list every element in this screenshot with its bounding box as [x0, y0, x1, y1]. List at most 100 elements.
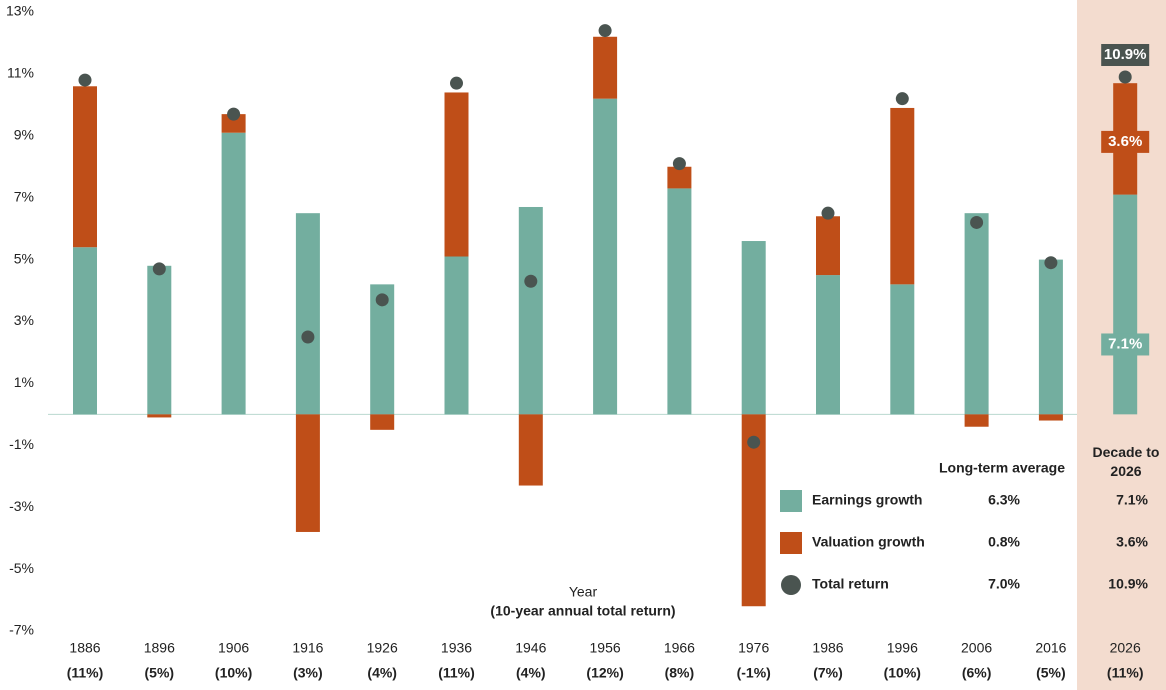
y-tick-label: 3%	[14, 312, 34, 328]
x-tick-label: 1966	[664, 640, 695, 656]
total-return-dot	[747, 435, 761, 449]
x-tick-label: 1956	[590, 640, 621, 656]
valuation-bar	[444, 92, 469, 257]
x-tick-sublabel: (3%)	[293, 665, 323, 681]
x-tick-sublabel: (4%)	[516, 665, 546, 681]
earnings-bar	[73, 247, 97, 415]
x-tick-label: 2016	[1035, 640, 1066, 656]
earnings-bar	[890, 284, 915, 415]
x-tick-sublabel: (11%)	[67, 665, 104, 681]
legend-swatch	[781, 575, 801, 595]
y-tick-label: -5%	[9, 560, 34, 576]
x-tick-label: 1946	[515, 640, 546, 656]
valuation-bar	[964, 414, 989, 427]
total-return-dot	[1044, 256, 1058, 270]
total-return-dot	[970, 215, 984, 229]
x-tick-sublabel: (11%)	[1107, 665, 1144, 681]
valuation-bar	[593, 36, 618, 99]
earnings-bar	[147, 265, 172, 415]
earnings-bar	[816, 275, 840, 415]
valuation-bar	[370, 414, 395, 430]
x-tick-sublabel: (6%)	[962, 665, 992, 681]
valuation-bar	[667, 166, 692, 189]
legend-header: Long-term average	[939, 460, 1065, 476]
x-tick-label: 2006	[961, 640, 992, 656]
legend-value: 6.3%	[988, 492, 1020, 508]
x-tick-label: 1936	[441, 640, 472, 656]
x-tick-label: 2026	[1110, 640, 1141, 656]
legend-value: 3.6%	[1116, 534, 1148, 550]
legend-value: 0.8%	[988, 534, 1020, 550]
valuation-bar	[518, 414, 543, 486]
valuation-bar	[73, 86, 97, 248]
earnings-bar	[1038, 259, 1063, 415]
value-label-box	[1101, 43, 1150, 66]
y-tick-label: 1%	[14, 374, 34, 390]
earnings-bar	[593, 98, 618, 415]
legend-value: 10.9%	[1108, 576, 1148, 592]
legend-label: Valuation growth	[812, 534, 925, 550]
earnings-bar	[1113, 194, 1138, 415]
x-tick-label: 1976	[738, 640, 769, 656]
x-tick-sublabel: (12%)	[586, 665, 623, 681]
value-label: 3.6%	[1108, 133, 1142, 150]
x-tick-sublabel: (11%)	[438, 665, 475, 681]
y-tick-label: -1%	[9, 436, 34, 452]
y-tick-label: -3%	[9, 498, 34, 514]
value-label: 10.9%	[1104, 46, 1147, 63]
earnings-bar	[964, 213, 989, 415]
y-tick-label: -7%	[9, 622, 34, 638]
valuation-bar	[816, 216, 840, 276]
y-tick-label: 5%	[14, 250, 34, 266]
total-return-dot	[78, 73, 92, 87]
total-return-dot	[152, 262, 166, 276]
legend-swatch	[780, 490, 802, 512]
earnings-bar	[221, 132, 246, 415]
earnings-bar	[518, 206, 543, 415]
valuation-bar	[221, 114, 246, 133]
valuation-bar	[295, 414, 320, 532]
valuation-bar	[890, 107, 915, 285]
legend-label: Earnings growth	[812, 492, 922, 508]
y-tick-label: 7%	[14, 188, 34, 204]
x-tick-sublabel: (10%)	[884, 665, 921, 681]
legend-value: 7.1%	[1116, 492, 1148, 508]
x-tick-sublabel: (5%)	[1036, 665, 1066, 681]
value-label: 7.1%	[1108, 335, 1142, 352]
legend-swatch	[780, 532, 802, 554]
total-return-dot	[672, 157, 686, 171]
y-tick-label: 13%	[6, 3, 34, 19]
total-return-dot	[598, 24, 612, 38]
x-axis-title: Year	[569, 584, 598, 600]
x-tick-sublabel: (4%)	[367, 665, 397, 681]
valuation-bar	[1038, 414, 1063, 421]
total-return-dot	[227, 107, 241, 121]
total-return-dot	[895, 92, 909, 106]
total-return-dot	[375, 293, 389, 307]
x-tick-label: 1916	[292, 640, 323, 656]
x-tick-label: 1926	[367, 640, 398, 656]
total-return-dot	[301, 330, 315, 344]
legend-header: Decade to 2026	[1092, 444, 1160, 479]
x-tick-sublabel: (-1%)	[737, 665, 771, 681]
x-tick-label: 1886	[69, 640, 100, 656]
x-axis-subtitle: (10-year annual total return)	[490, 603, 675, 619]
x-tick-label: 1906	[218, 640, 249, 656]
earnings-bar	[741, 241, 766, 415]
total-return-dot	[1118, 70, 1132, 84]
total-return-dot	[450, 76, 463, 90]
x-tick-label: 1986	[812, 640, 843, 656]
earnings-bar	[444, 256, 469, 415]
x-tick-sublabel: (5%)	[145, 665, 175, 681]
earnings-bar	[295, 213, 320, 415]
x-tick-label: 1896	[144, 640, 175, 656]
legend-value: 7.0%	[988, 576, 1020, 592]
total-return-dot	[821, 206, 835, 220]
value-label-box	[1101, 130, 1150, 153]
x-tick-sublabel: (10%)	[215, 665, 252, 681]
x-tick-label: 1996	[887, 640, 918, 656]
earnings-bar	[667, 188, 692, 415]
y-tick-label: 11%	[7, 65, 34, 81]
